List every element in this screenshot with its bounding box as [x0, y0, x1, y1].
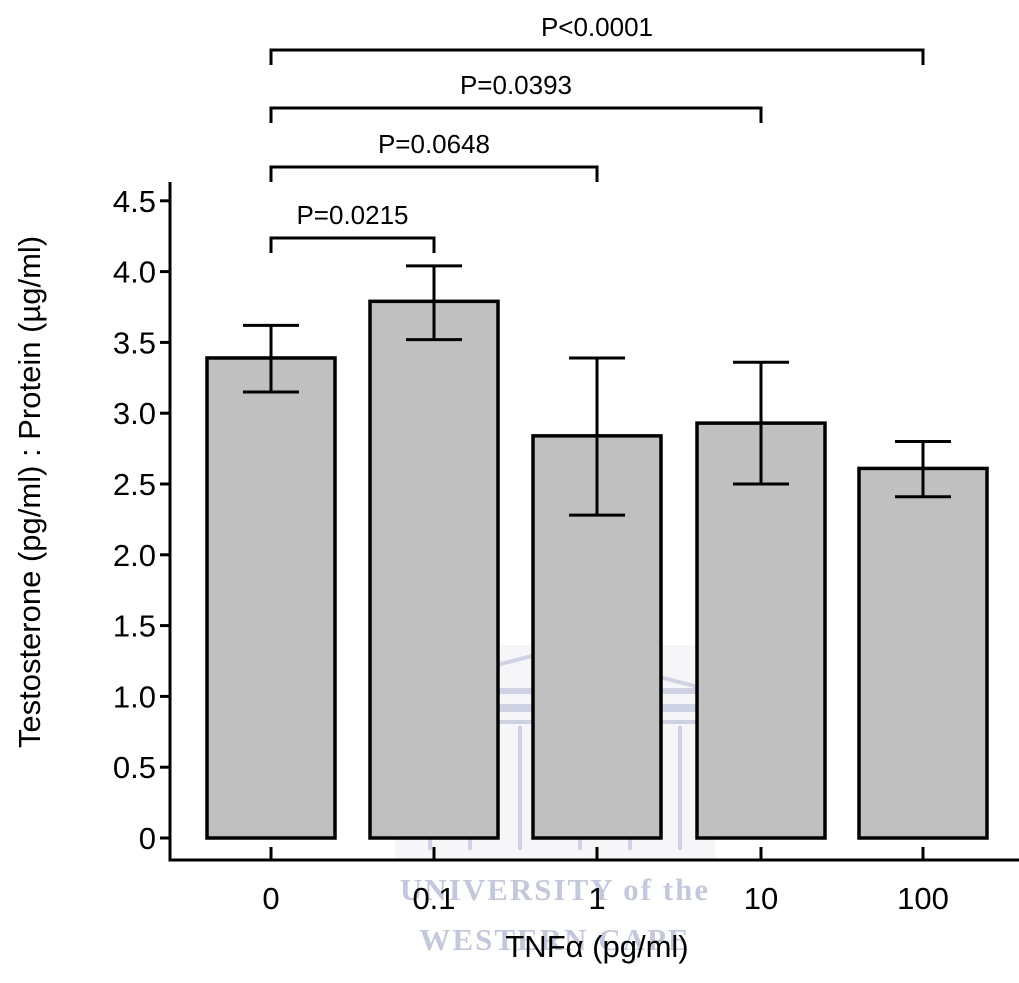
bar — [857, 466, 989, 840]
y-tick-label: 4.5 — [113, 184, 156, 219]
y-tick-label: 3.0 — [113, 396, 156, 431]
x-tick-label: 1 — [588, 881, 605, 916]
significance-bracket — [269, 106, 763, 123]
watermark-line-1: UNIVERSITY of the — [400, 872, 710, 907]
x-tick-label: 100 — [897, 881, 949, 916]
y-tick-label: 0 — [139, 821, 156, 856]
bar — [205, 356, 337, 840]
y-tick-label: 1.5 — [113, 609, 156, 644]
watermark-line-2: WESTERN CAPE — [419, 922, 690, 957]
significance-bracket — [269, 48, 925, 65]
x-tick-label: 0.1 — [412, 881, 455, 916]
bar — [695, 421, 827, 840]
significance-bracket — [269, 165, 599, 182]
x-tick-label: 10 — [744, 881, 778, 916]
y-axis-label: Testosterone (pg/ml) : Protein (µg/ml) — [12, 236, 47, 748]
y-tick-label: 2.0 — [113, 538, 156, 573]
x-axis-label: TNFα (pg/ml) — [505, 929, 688, 964]
p-value-label: P<0.0001 — [541, 12, 653, 42]
p-value-label: P=0.0215 — [296, 200, 408, 230]
plot-area: 0 0.5 1.0 1.5 2.0 2.5 3.0 3.5 4.0 4.5 0 0.1 1 10 100 P=… — [113, 12, 1019, 916]
significance-bracket — [269, 236, 436, 253]
y-tick-label: 3.5 — [113, 325, 156, 360]
y-tick-label: 4.0 — [113, 255, 156, 290]
x-tick-label: 0 — [262, 881, 279, 916]
p-value-label: P=0.0648 — [378, 129, 490, 159]
y-tick-label: 1.0 — [113, 679, 156, 714]
y-tick-label: 2.5 — [113, 467, 156, 502]
bar — [368, 299, 500, 840]
y-tick-label: 0.5 — [113, 750, 156, 785]
p-value-label: P=0.0393 — [460, 70, 572, 100]
